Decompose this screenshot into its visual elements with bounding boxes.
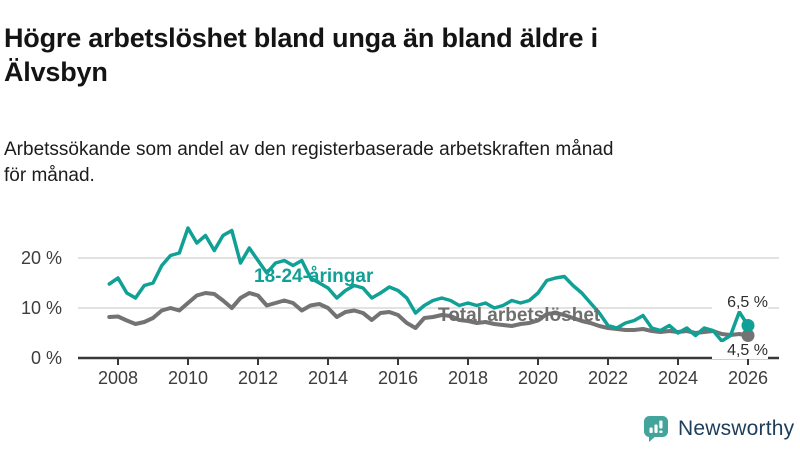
x-axis-label-2012: 2012 xyxy=(237,368,279,388)
unemployment-line-chart xyxy=(78,226,779,365)
series-line-18-24-åringar xyxy=(107,226,750,343)
y-axis-label-10: 10 % xyxy=(20,298,62,318)
series-label-total: Total arbetslöshet xyxy=(438,305,601,326)
newsworthy-logo: Newsworthy xyxy=(642,414,794,443)
series-line-total-arbetslöshet xyxy=(107,291,750,338)
x-axis-label-2024: 2024 xyxy=(657,368,699,388)
end-value-label-18-24: 6,5 % xyxy=(712,294,768,311)
x-axis-label-2018: 2018 xyxy=(447,368,489,388)
x-axis-label-2016: 2016 xyxy=(377,368,419,388)
y-axis-label-0: 0 % xyxy=(30,348,62,368)
end-dot-18-24-åringar xyxy=(741,319,755,332)
x-axis-label-2026: 2026 xyxy=(727,368,769,388)
x-axis-label-2014: 2014 xyxy=(307,368,349,388)
page-title: Högre arbetslöshet bland unga än bland ä… xyxy=(4,23,598,87)
x-axis-label-2020: 2020 xyxy=(517,368,559,388)
x-axis-label-2008: 2008 xyxy=(97,368,139,388)
end-dot-total-arbetslöshet xyxy=(741,329,755,342)
x-axis-label-2010: 2010 xyxy=(167,368,209,388)
y-axis-label-20: 20 % xyxy=(20,248,62,268)
newsworthy-wordmark: Newsworthy xyxy=(678,416,795,440)
bar-chart-speech-bubble-icon xyxy=(644,416,668,442)
end-value-label-total: 4,5 % xyxy=(712,342,768,359)
series-label-18-24: 18-24-åringar xyxy=(254,266,374,287)
chart-subtitle: Arbetssökande som andel av den registerb… xyxy=(4,139,614,186)
x-axis-label-2022: 2022 xyxy=(587,368,629,388)
